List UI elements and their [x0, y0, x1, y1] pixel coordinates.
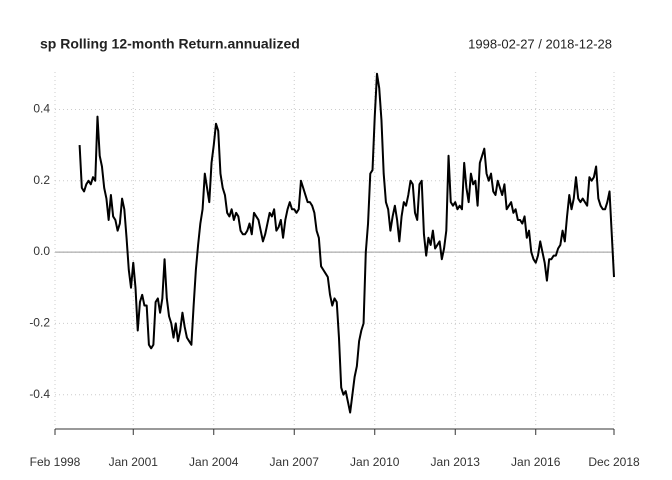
chart-subtitle: 1998-02-27 / 2018-12-28	[468, 36, 612, 51]
x-tick-label: Dec 2018	[588, 455, 640, 469]
x-tick-label: Jan 2007	[270, 455, 320, 469]
x-tick-label: Jan 2010	[350, 455, 400, 469]
x-tick-label: Jan 2001	[109, 455, 159, 469]
line	[78, 72, 615, 414]
x-tick-label: Feb 1998	[30, 455, 81, 469]
x-tick-label: Jan 2016	[511, 455, 561, 469]
chart-title: sp Rolling 12-month Return.annualized	[40, 36, 300, 52]
y-tick-label: -0.2	[29, 316, 50, 330]
y-tick-label: -0.4	[29, 387, 50, 401]
x-tick-label: Jan 2004	[189, 455, 239, 469]
y-tick-label: 0.0	[33, 244, 50, 258]
x-tick-label: Jan 2013	[431, 455, 481, 469]
y-tick-label: 0.2	[33, 173, 50, 187]
y-tick-label: 0.4	[33, 102, 50, 116]
